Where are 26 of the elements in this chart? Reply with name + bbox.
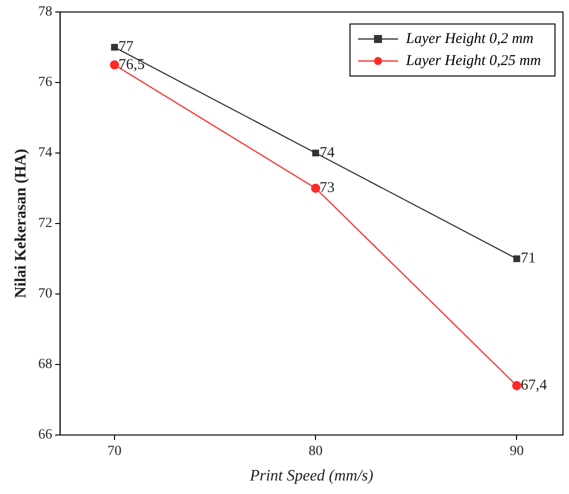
y-tick-label: 74 xyxy=(38,146,52,161)
data-label: 71 xyxy=(520,250,536,267)
point xyxy=(513,255,520,262)
point xyxy=(110,60,120,70)
legend-label: Layer Height 0,25 mm xyxy=(405,52,542,69)
point xyxy=(512,381,522,390)
legend-label: Layer Height 0,2 mm xyxy=(405,30,534,47)
y-axis-title: Nilai Kekerasan (HA) xyxy=(12,148,30,298)
data-label: 74 xyxy=(320,144,336,161)
data-label: 76,5 xyxy=(118,56,145,73)
point xyxy=(311,184,320,193)
data-label: 67,4 xyxy=(520,378,548,394)
data-label: 77 xyxy=(118,39,134,56)
y-tick-label: 72 xyxy=(38,216,52,232)
point xyxy=(312,150,320,156)
x-tick-label: 70 xyxy=(108,444,122,460)
y-tick-label: 70 xyxy=(38,286,52,302)
y-tick-label: 68 xyxy=(38,357,52,372)
y-tick-label: 66 xyxy=(38,428,52,443)
x-axis-title: Print Speed (mm/s) xyxy=(248,468,374,485)
y-tick-label: 78 xyxy=(38,4,52,20)
point xyxy=(111,44,118,51)
x-tick-label: 80 xyxy=(308,444,323,460)
data-label: 73 xyxy=(320,180,335,196)
y-tick-label: 76 xyxy=(38,75,52,90)
x-tick-label: 90 xyxy=(510,444,524,460)
